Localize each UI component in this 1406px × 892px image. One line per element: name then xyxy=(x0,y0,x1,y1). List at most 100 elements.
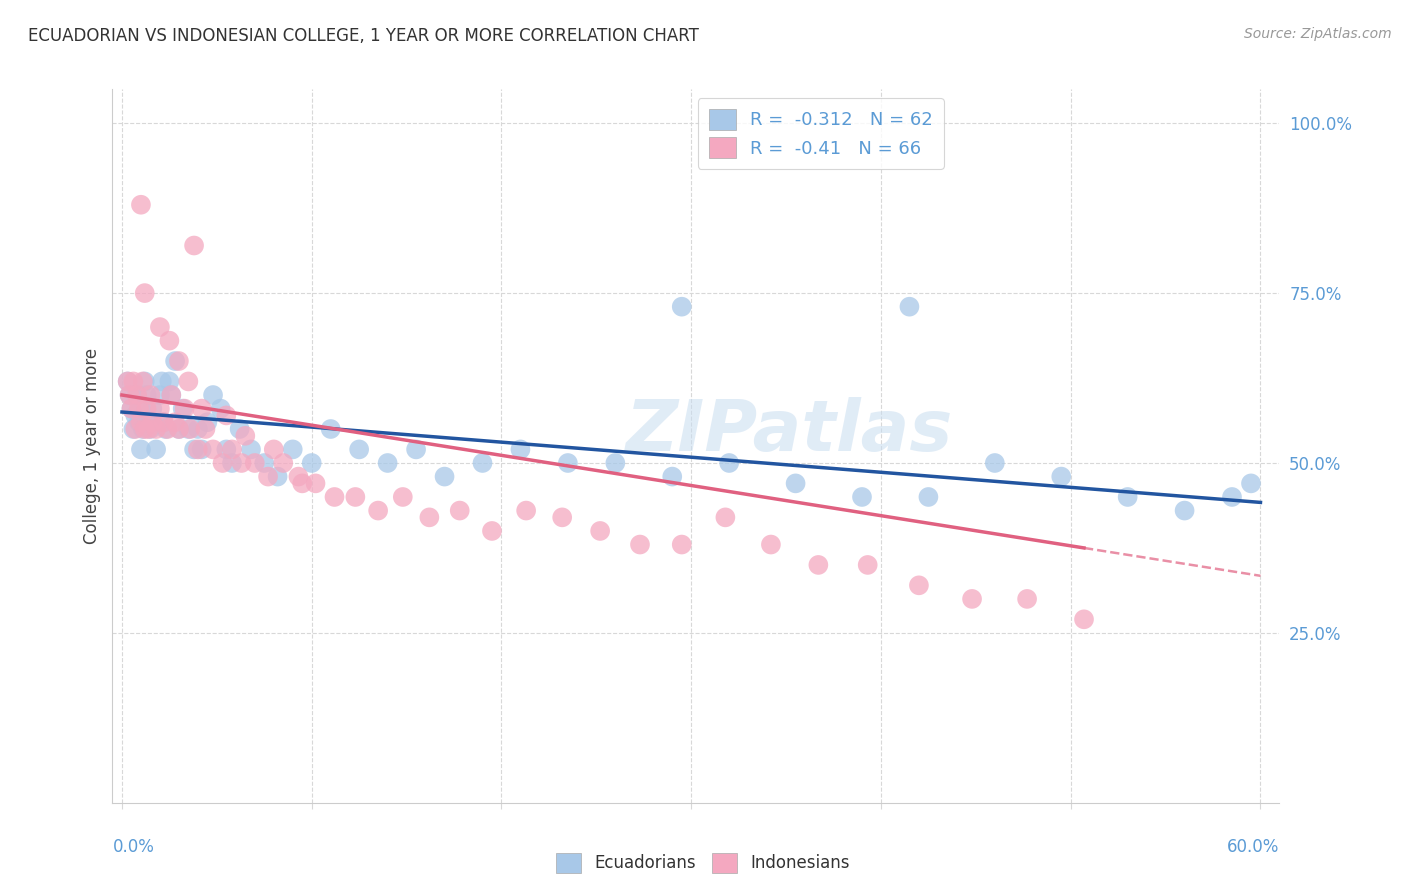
Legend: R =  -0.312   N = 62, R =  -0.41   N = 66: R = -0.312 N = 62, R = -0.41 N = 66 xyxy=(697,98,943,169)
Point xyxy=(179,422,201,436)
Point xyxy=(671,300,693,314)
Point xyxy=(471,456,494,470)
Point xyxy=(141,401,163,416)
Point xyxy=(190,401,212,416)
Point xyxy=(187,422,209,436)
Point xyxy=(714,510,737,524)
Point xyxy=(128,415,150,429)
Point xyxy=(240,442,263,457)
Point xyxy=(134,286,156,301)
Point xyxy=(202,442,225,457)
Point xyxy=(851,490,873,504)
Point xyxy=(377,456,399,470)
Point xyxy=(127,388,149,402)
Point xyxy=(117,375,139,389)
Point xyxy=(120,401,142,416)
Point xyxy=(132,375,155,389)
Text: ZIPatlas: ZIPatlas xyxy=(626,397,953,467)
Point xyxy=(917,490,939,504)
Point xyxy=(149,320,172,334)
Point xyxy=(138,422,160,436)
Point xyxy=(807,558,830,572)
Point xyxy=(149,401,172,416)
Point xyxy=(263,442,285,457)
Point xyxy=(173,401,195,416)
Point xyxy=(233,429,256,443)
Point xyxy=(243,456,266,470)
Point xyxy=(194,422,217,436)
Point xyxy=(211,456,233,470)
Point xyxy=(129,198,152,212)
Text: Source: ZipAtlas.com: Source: ZipAtlas.com xyxy=(1244,27,1392,41)
Point xyxy=(129,401,152,416)
Point xyxy=(418,510,440,524)
Point xyxy=(405,442,427,457)
Point xyxy=(589,524,612,538)
Point xyxy=(172,401,194,416)
Point xyxy=(209,401,232,416)
Point xyxy=(129,442,152,457)
Point xyxy=(138,415,160,429)
Point xyxy=(183,238,205,252)
Point xyxy=(718,456,741,470)
Point xyxy=(304,476,326,491)
Point xyxy=(908,578,931,592)
Point xyxy=(1073,612,1095,626)
Point xyxy=(156,422,179,436)
Point xyxy=(122,422,145,436)
Text: ECUADORIAN VS INDONESIAN COLLEGE, 1 YEAR OR MORE CORRELATION CHART: ECUADORIAN VS INDONESIAN COLLEGE, 1 YEAR… xyxy=(28,27,699,45)
Point xyxy=(152,415,174,429)
Point xyxy=(124,422,146,436)
Text: 0.0%: 0.0% xyxy=(112,838,155,856)
Legend: Ecuadorians, Indonesians: Ecuadorians, Indonesians xyxy=(550,847,856,880)
Point xyxy=(160,388,183,402)
Point xyxy=(117,375,139,389)
Point xyxy=(557,456,579,470)
Point xyxy=(139,422,162,436)
Text: 60.0%: 60.0% xyxy=(1227,838,1279,856)
Point xyxy=(215,409,238,423)
Point xyxy=(759,537,782,551)
Point xyxy=(367,503,389,517)
Point xyxy=(190,442,212,457)
Point xyxy=(281,442,304,457)
Point xyxy=(449,503,471,517)
Point xyxy=(177,375,200,389)
Point xyxy=(1174,503,1197,517)
Point xyxy=(551,510,574,524)
Point xyxy=(187,442,209,457)
Point xyxy=(898,300,921,314)
Point xyxy=(160,388,183,402)
Point xyxy=(167,422,190,436)
Point xyxy=(118,388,141,402)
Point xyxy=(301,456,323,470)
Point xyxy=(155,422,177,436)
Point xyxy=(509,442,531,457)
Point xyxy=(1050,469,1073,483)
Point xyxy=(671,537,693,551)
Point xyxy=(221,456,243,470)
Point xyxy=(134,375,156,389)
Point xyxy=(135,401,157,416)
Point xyxy=(605,456,627,470)
Point xyxy=(141,415,163,429)
Point xyxy=(661,469,683,483)
Point xyxy=(122,375,145,389)
Point xyxy=(287,469,309,483)
Point xyxy=(347,442,370,457)
Point xyxy=(150,375,173,389)
Point xyxy=(515,503,537,517)
Point xyxy=(135,388,157,402)
Point xyxy=(1116,490,1139,504)
Point xyxy=(221,442,243,457)
Point xyxy=(257,469,280,483)
Point xyxy=(157,375,180,389)
Point xyxy=(228,422,250,436)
Point xyxy=(1017,591,1039,606)
Point xyxy=(124,409,146,423)
Point xyxy=(1220,490,1243,504)
Point xyxy=(960,591,983,606)
Point xyxy=(195,415,218,429)
Point xyxy=(785,476,807,491)
Point xyxy=(149,388,172,402)
